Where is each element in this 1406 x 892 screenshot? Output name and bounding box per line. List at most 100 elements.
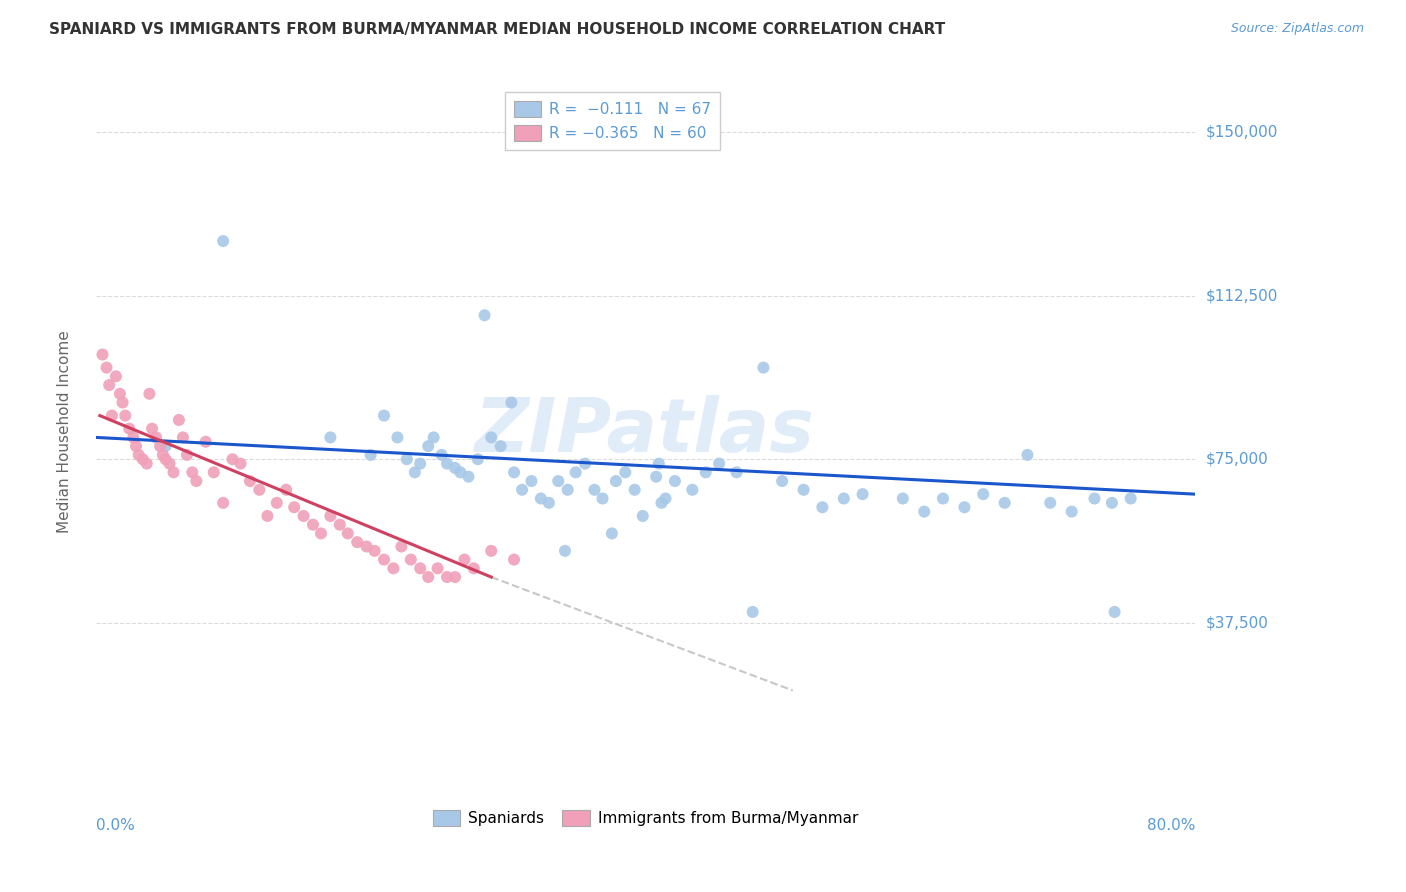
- Point: [229, 457, 252, 471]
- Point: [479, 430, 502, 444]
- Point: [422, 430, 444, 444]
- Text: $37,500: $37,500: [1206, 615, 1270, 631]
- Point: [503, 552, 526, 566]
- Point: [101, 409, 124, 423]
- Point: [463, 561, 485, 575]
- Point: [373, 552, 395, 566]
- Text: 0.0%: 0.0%: [96, 818, 135, 833]
- Point: [346, 535, 368, 549]
- Point: [891, 491, 914, 506]
- Point: [128, 448, 150, 462]
- Point: [302, 517, 325, 532]
- Point: [360, 448, 382, 462]
- Point: [503, 466, 526, 480]
- Point: [159, 457, 181, 471]
- Point: [409, 457, 432, 471]
- Point: [752, 360, 775, 375]
- Point: [266, 496, 288, 510]
- Point: [172, 430, 194, 444]
- Point: [631, 508, 654, 523]
- Point: [276, 483, 298, 497]
- Point: [239, 474, 262, 488]
- Point: [104, 369, 127, 384]
- Point: [212, 496, 235, 510]
- Point: [256, 508, 278, 523]
- Point: [1083, 491, 1105, 506]
- Point: [149, 439, 172, 453]
- Point: [932, 491, 955, 506]
- Point: [309, 526, 332, 541]
- Text: ZIPatlas: ZIPatlas: [475, 395, 815, 468]
- Point: [547, 474, 569, 488]
- Point: [145, 430, 167, 444]
- Point: [793, 483, 815, 497]
- Point: [479, 544, 502, 558]
- Point: [707, 457, 730, 471]
- Point: [645, 469, 668, 483]
- Point: [132, 452, 155, 467]
- Point: [141, 422, 163, 436]
- Point: [329, 517, 352, 532]
- Point: [489, 439, 512, 453]
- Point: [681, 483, 703, 497]
- Point: [122, 430, 145, 444]
- Point: [994, 496, 1017, 510]
- Point: [1104, 605, 1126, 619]
- Point: [664, 474, 686, 488]
- Point: [851, 487, 873, 501]
- Point: [474, 308, 496, 322]
- Point: [319, 430, 342, 444]
- Point: [409, 561, 432, 575]
- Point: [1060, 505, 1083, 519]
- Point: [972, 487, 994, 501]
- Point: [564, 466, 586, 480]
- Point: [457, 469, 479, 483]
- Point: [1101, 496, 1123, 510]
- Point: [605, 474, 627, 488]
- Point: [155, 452, 177, 467]
- Point: [98, 378, 121, 392]
- Point: [574, 457, 596, 471]
- Point: [1017, 448, 1039, 462]
- Point: [557, 483, 579, 497]
- Text: $75,000: $75,000: [1206, 451, 1268, 467]
- Point: [583, 483, 606, 497]
- Point: [1119, 491, 1142, 506]
- Point: [96, 360, 118, 375]
- Point: [202, 466, 225, 480]
- Text: $150,000: $150,000: [1206, 125, 1278, 139]
- Point: [395, 452, 418, 467]
- Point: [467, 452, 489, 467]
- Point: [111, 395, 134, 409]
- Point: [510, 483, 533, 497]
- Point: [554, 544, 576, 558]
- Point: [221, 452, 243, 467]
- Point: [194, 434, 217, 449]
- Point: [382, 561, 405, 575]
- Point: [118, 422, 141, 436]
- Text: $112,500: $112,500: [1206, 288, 1278, 303]
- Point: [162, 466, 184, 480]
- Point: [167, 413, 190, 427]
- Point: [108, 386, 131, 401]
- Point: [444, 570, 467, 584]
- Point: [912, 505, 935, 519]
- Legend: Spaniards, Immigrants from Burma/Myanmar: Spaniards, Immigrants from Burma/Myanmar: [427, 804, 865, 832]
- Point: [444, 461, 467, 475]
- Y-axis label: Median Household Income: Median Household Income: [58, 331, 72, 533]
- Point: [770, 474, 793, 488]
- Point: [181, 466, 204, 480]
- Text: SPANIARD VS IMMIGRANTS FROM BURMA/MYANMAR MEDIAN HOUSEHOLD INCOME CORRELATION CH: SPANIARD VS IMMIGRANTS FROM BURMA/MYANMA…: [49, 22, 945, 37]
- Point: [811, 500, 834, 515]
- Point: [387, 430, 409, 444]
- Point: [501, 395, 523, 409]
- Point: [530, 491, 553, 506]
- Point: [418, 439, 440, 453]
- Point: [741, 605, 763, 619]
- Text: Source: ZipAtlas.com: Source: ZipAtlas.com: [1230, 22, 1364, 36]
- Point: [363, 544, 385, 558]
- Point: [91, 347, 114, 361]
- Point: [695, 466, 717, 480]
- Text: 80.0%: 80.0%: [1147, 818, 1195, 833]
- Point: [453, 552, 475, 566]
